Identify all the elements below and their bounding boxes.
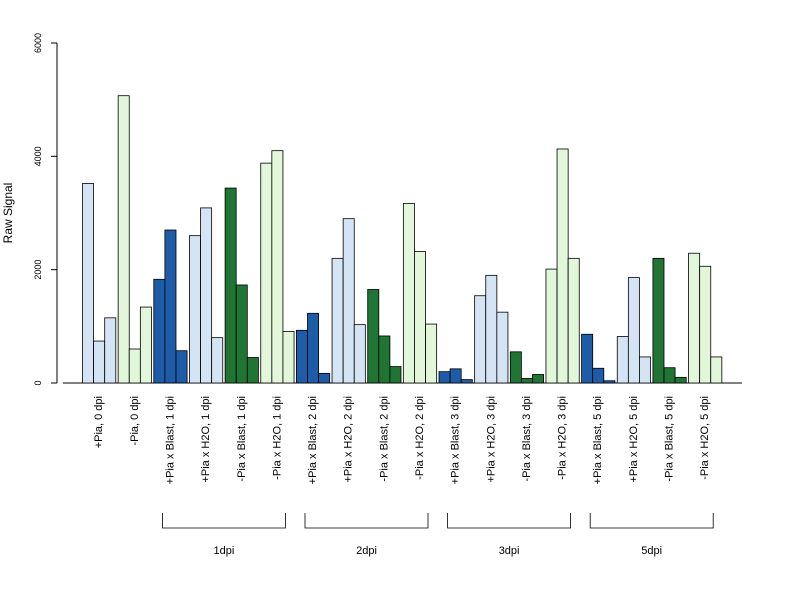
- bar: [485, 274, 498, 384]
- bar: [592, 367, 605, 384]
- bar: [128, 348, 141, 384]
- group-bracket: 5dpi: [589, 513, 714, 557]
- bars: [82, 95, 723, 384]
- category-label: +Pia x H2O, 1 dpi: [200, 396, 212, 483]
- bar: [496, 311, 509, 384]
- bar: [425, 323, 438, 384]
- y-tick-label: 2000: [33, 260, 43, 280]
- bar: [235, 284, 248, 384]
- group-bracket: 2dpi: [304, 513, 429, 557]
- group-label: 1dpi: [214, 545, 235, 557]
- bar: [378, 335, 391, 384]
- bar: [402, 202, 415, 384]
- category-labels: +Pia, 0 dpi -Pia, 0 dpi +Pia x Blast, 1 dp…: [93, 396, 711, 484]
- bar: [509, 351, 522, 384]
- bar: [603, 380, 616, 384]
- bar: [295, 329, 308, 384]
- category-label: -Pia x H2O, 2 dpi: [414, 396, 426, 480]
- bar: [616, 336, 629, 384]
- bar: [545, 268, 558, 384]
- bracket-line: [447, 513, 571, 529]
- bar: [460, 379, 473, 384]
- bar: [282, 331, 295, 384]
- category-label: +Pia x Blast, 3 dpi: [450, 396, 462, 484]
- group-brackets: 1dpi 2dpi 3dpi 5dpi: [162, 513, 714, 557]
- bar: [652, 257, 665, 384]
- bar: [318, 372, 331, 384]
- bar: [627, 277, 640, 384]
- group-label: 5dpi: [641, 545, 662, 557]
- y-tick-label: 6000: [33, 33, 43, 53]
- bar: [139, 306, 152, 384]
- category-label: +Pia x H2O, 3 dpi: [485, 396, 497, 483]
- bar: [567, 257, 580, 384]
- category-label: -Pia x Blast, 5 dpi: [664, 396, 676, 482]
- bar: [353, 324, 366, 384]
- category-label: -Pia x H2O, 1 dpi: [271, 396, 283, 480]
- category-label: -Pia x H2O, 3 dpi: [557, 396, 569, 480]
- group-bracket: 1dpi: [162, 513, 286, 557]
- bar: [581, 333, 594, 384]
- bar: [342, 218, 355, 384]
- bar: [307, 312, 320, 384]
- category-label: -Pia x Blast, 3 dpi: [521, 396, 533, 482]
- bar: [389, 366, 402, 384]
- group-bracket: 3dpi: [447, 513, 571, 557]
- bar: [271, 150, 284, 384]
- bar: [211, 337, 224, 384]
- bar: [224, 187, 237, 384]
- group-label: 2dpi: [356, 545, 377, 557]
- bar: [175, 350, 188, 384]
- category-label: +Pia x Blast, 5 dpi: [592, 396, 604, 484]
- bar: [556, 148, 569, 384]
- bar: [82, 183, 95, 384]
- category-label: +Pia, 0 dpi: [93, 396, 105, 448]
- bar: [200, 207, 213, 384]
- bar: [710, 356, 723, 384]
- bar: [104, 317, 117, 384]
- bar: [438, 371, 451, 384]
- bar: [699, 265, 712, 384]
- bar: [189, 235, 201, 384]
- category-label: +Pia x H2O, 2 dpi: [343, 396, 355, 483]
- bar: [521, 378, 533, 384]
- category-label: -Pia, 0 dpi: [129, 396, 141, 446]
- bar: [449, 368, 462, 384]
- group-label: 3dpi: [499, 545, 520, 557]
- category-label: +Pia x Blast, 1 dpi: [165, 396, 177, 484]
- bar: [117, 95, 130, 384]
- bar: [688, 252, 701, 384]
- category-label: -Pia x Blast, 1 dpi: [236, 396, 248, 482]
- bar: [153, 278, 166, 384]
- bar: [674, 376, 687, 384]
- category-label: +Pia x H2O, 5 dpi: [628, 396, 640, 483]
- y-axis: 0 2000 4000 6000: [33, 33, 58, 386]
- category-label: +Pia x Blast, 2 dpi: [307, 396, 319, 484]
- bracket-line: [304, 513, 429, 529]
- bar: [331, 257, 344, 384]
- bar: [367, 289, 380, 384]
- y-axis-title: Raw Signal: [1, 183, 15, 244]
- category-label: -Pia x H2O, 5 dpi: [699, 396, 711, 480]
- y-tick-label: 0: [33, 380, 43, 385]
- bar: [260, 162, 273, 384]
- bar: [532, 374, 545, 384]
- bracket-line: [589, 513, 714, 529]
- bar: [414, 251, 426, 384]
- bar: [474, 295, 487, 384]
- bar: [93, 340, 106, 384]
- bracket-line: [162, 513, 286, 529]
- bar: [639, 356, 651, 384]
- category-label: -Pia x Blast, 2 dpi: [378, 396, 390, 482]
- bar: [164, 229, 177, 384]
- y-tick-label: 4000: [33, 146, 43, 166]
- bar: [663, 367, 676, 384]
- bar: [246, 357, 259, 384]
